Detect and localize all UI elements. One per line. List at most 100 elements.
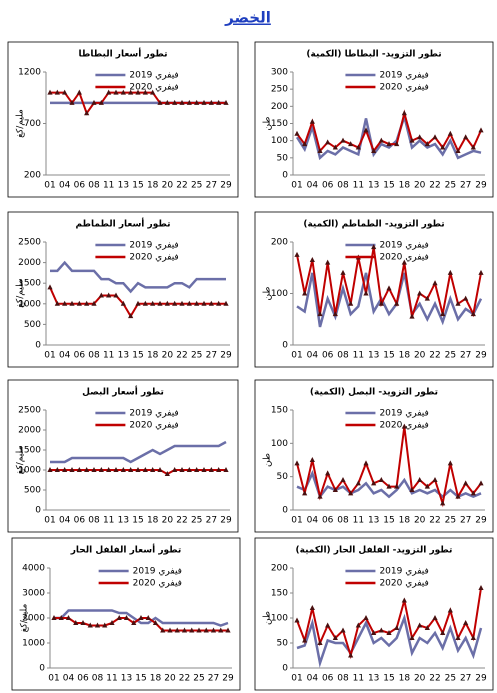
marker bbox=[401, 110, 407, 116]
marker bbox=[332, 311, 338, 317]
marker bbox=[54, 300, 60, 306]
marker bbox=[128, 467, 134, 472]
marker bbox=[123, 615, 130, 620]
marker bbox=[325, 470, 331, 476]
marker bbox=[432, 280, 438, 286]
marker bbox=[378, 477, 384, 482]
x-tick-label: 06 bbox=[322, 181, 334, 191]
marker bbox=[208, 300, 214, 306]
x-tick-label: 06 bbox=[322, 516, 334, 526]
panel bbox=[11, 537, 241, 691]
marker bbox=[51, 615, 57, 620]
chart-title: تطور أسعار البصل bbox=[82, 386, 164, 398]
y-axis-label: طن bbox=[263, 286, 273, 300]
marker bbox=[440, 500, 446, 506]
y-tick-label: 500 bbox=[24, 486, 41, 496]
marker bbox=[65, 615, 72, 620]
x-tick-label: 13 bbox=[368, 181, 379, 191]
marker bbox=[447, 269, 453, 275]
x-tick-label: 11 bbox=[353, 516, 364, 526]
legend-label: فيفري 2019 bbox=[129, 241, 178, 251]
marker bbox=[84, 300, 90, 306]
marker bbox=[91, 467, 97, 472]
legend-label: فيفري 2019 bbox=[133, 567, 182, 577]
x-tick-label: 15 bbox=[132, 516, 143, 526]
x-tick-label: 04 bbox=[59, 351, 71, 361]
marker bbox=[208, 467, 214, 472]
marker bbox=[186, 99, 192, 105]
x-tick-label: 29 bbox=[475, 674, 487, 684]
marker bbox=[355, 480, 361, 486]
marker bbox=[447, 130, 453, 136]
x-tick-label: 08 bbox=[337, 181, 349, 191]
x-tick-label: 20 bbox=[162, 516, 174, 526]
x-tick-label: 25 bbox=[445, 181, 456, 191]
x-tick-label: 15 bbox=[132, 351, 143, 361]
marker bbox=[317, 311, 323, 317]
x-tick-label: 27 bbox=[460, 674, 471, 684]
x-tick-label: 11 bbox=[353, 181, 364, 191]
x-tick-label: 22 bbox=[429, 516, 440, 526]
marker bbox=[47, 89, 53, 95]
marker bbox=[76, 89, 82, 95]
marker bbox=[98, 99, 104, 105]
chart-title: تطور التزويد- الطماطم (الكمية) bbox=[303, 220, 444, 230]
x-tick-label: 25 bbox=[445, 516, 456, 526]
x-tick-label: 25 bbox=[191, 181, 202, 191]
legend-label: فيفري 2020 bbox=[129, 253, 178, 263]
marker bbox=[218, 627, 224, 633]
marker bbox=[145, 615, 151, 620]
series-line bbox=[50, 260, 226, 294]
x-tick-label: 18 bbox=[147, 516, 159, 526]
marker bbox=[363, 127, 369, 133]
marker bbox=[340, 627, 346, 633]
marker bbox=[470, 311, 476, 317]
marker bbox=[150, 300, 156, 306]
x-tick-label: 04 bbox=[63, 674, 75, 684]
marker bbox=[294, 251, 300, 257]
series-line bbox=[296, 613, 483, 668]
y-axis-label: مليم/كغ bbox=[20, 604, 30, 633]
marker bbox=[409, 487, 415, 492]
x-tick-label: 18 bbox=[150, 674, 162, 684]
y-tick-label: 100 bbox=[271, 289, 288, 299]
marker bbox=[120, 89, 126, 95]
marker bbox=[172, 467, 178, 472]
y-axis-label: طن bbox=[263, 611, 273, 625]
marker bbox=[340, 137, 346, 143]
marker bbox=[223, 99, 229, 105]
y-tick-label: 2500 bbox=[18, 238, 41, 248]
marker bbox=[332, 487, 338, 492]
marker bbox=[113, 89, 119, 95]
y-tick-label: 50 bbox=[277, 639, 289, 649]
x-tick-label: 11 bbox=[103, 516, 114, 526]
marker bbox=[302, 490, 308, 496]
x-tick-label: 29 bbox=[475, 351, 487, 361]
marker bbox=[447, 460, 453, 466]
chart-title: تطور أسعار الطماطم bbox=[76, 218, 171, 230]
x-tick-label: 06 bbox=[322, 674, 334, 684]
marker bbox=[223, 467, 229, 472]
panel bbox=[254, 211, 494, 368]
marker bbox=[109, 620, 115, 625]
marker bbox=[201, 467, 207, 472]
x-tick-label: 18 bbox=[399, 181, 411, 191]
x-tick-label: 18 bbox=[147, 351, 159, 361]
marker bbox=[394, 300, 400, 306]
marker bbox=[378, 300, 384, 306]
y-tick-label: 2000 bbox=[18, 258, 41, 268]
y-tick-label: 0 bbox=[35, 341, 41, 351]
marker bbox=[317, 493, 323, 499]
marker bbox=[355, 144, 361, 150]
marker bbox=[355, 622, 361, 628]
marker bbox=[363, 290, 369, 296]
x-tick-label: 01 bbox=[44, 351, 55, 361]
x-tick-label: 04 bbox=[307, 674, 319, 684]
marker bbox=[309, 257, 315, 263]
x-tick-label: 27 bbox=[206, 181, 217, 191]
marker bbox=[120, 467, 126, 472]
x-tick-label: 04 bbox=[59, 181, 71, 191]
marker bbox=[62, 89, 68, 95]
marker bbox=[371, 244, 377, 250]
